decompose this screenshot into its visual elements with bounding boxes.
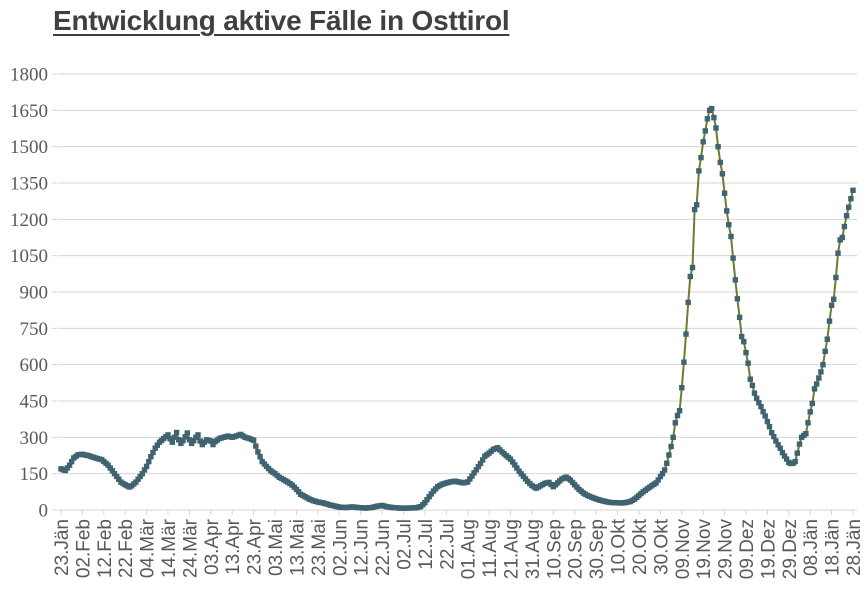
x-tick-label: 22.Jun	[373, 519, 394, 576]
x-tick-label: 30.Sep	[587, 519, 608, 579]
x-tick-label: 28.Jän	[844, 519, 865, 576]
x-tick-label: 12.Jul	[416, 519, 437, 570]
x-tick-label: 03.Mai	[266, 519, 287, 576]
x-tick-label: 02.Feb	[73, 519, 94, 578]
y-tick-label: 600	[20, 355, 49, 376]
x-tick-label: 24.Mär	[180, 518, 201, 578]
x-tick-label: 22.Feb	[116, 519, 137, 578]
x-tick-label: 23.Mai	[309, 519, 330, 576]
data-series	[58, 105, 856, 511]
x-tick-label: 29.Nov	[716, 519, 737, 580]
x-tick-label: 31.Aug	[523, 519, 544, 579]
x-tick-label: 11.Aug	[480, 519, 501, 578]
gridlines	[58, 73, 857, 475]
x-tick-label: 01.Aug	[459, 519, 480, 579]
chart-title: Entwicklung aktive Fälle in Osttirol	[53, 5, 510, 36]
x-tick-label: 02.Jun	[330, 519, 351, 576]
x-tick-label: 10.Okt	[609, 518, 630, 575]
x-tick-label: 02.Jul	[394, 519, 415, 570]
x-tick-label: 30.Okt	[651, 518, 672, 575]
x-tick-label: 20.Sep	[566, 519, 587, 579]
y-axis-labels: 0 150 300 450 600 750 900 1050 1200 1350 1500 1650 1…	[10, 65, 48, 522]
x-tick-label: 03.Apr	[202, 518, 223, 575]
y-tick-label: 900	[20, 283, 49, 304]
x-tick-label: 20.Okt	[630, 518, 651, 575]
x-tick-label: 09.Dez	[737, 519, 758, 579]
x-tick-label: 13.Mai	[287, 519, 308, 576]
x-tick-label: 13.Apr	[223, 518, 244, 575]
y-tick-label: 1350	[10, 174, 48, 195]
x-tick-label: 19.Dez	[758, 519, 779, 579]
y-tick-label: 150	[20, 464, 49, 485]
axis-lines-and-ticks	[52, 73, 857, 515]
y-tick-label: 750	[20, 319, 49, 340]
y-tick-label: 1650	[10, 101, 48, 122]
x-tick-label: 23.Jän	[52, 519, 73, 576]
x-tick-label: 22.Jul	[437, 519, 458, 570]
y-tick-label: 300	[20, 428, 49, 449]
x-axis-labels: 23.Jän 02.Feb 12.Feb 22.Feb 04.Mär 14.Mär 24.M…	[52, 518, 865, 579]
x-tick-label: 10.Sep	[544, 519, 565, 579]
y-tick-label: 450	[20, 392, 49, 413]
y-tick-label: 0	[39, 501, 49, 522]
x-tick-label: 08.Jän	[801, 519, 822, 576]
x-tick-label: 21.Aug	[502, 519, 523, 579]
y-tick-label: 1200	[10, 210, 48, 231]
y-tick-label: 1500	[10, 137, 48, 158]
data-markers	[58, 105, 856, 511]
y-tick-label: 1050	[10, 246, 48, 267]
x-tick-label: 19.Nov	[694, 519, 715, 580]
x-tick-label: 23.Apr	[245, 518, 266, 575]
x-tick-label: 12.Feb	[95, 519, 116, 578]
x-tick-label: 04.Mär	[138, 518, 159, 578]
x-tick-label: 09.Nov	[673, 519, 694, 580]
x-tick-label: 18.Jän	[823, 519, 844, 576]
x-tick-label: 29.Dez	[780, 519, 801, 579]
x-tick-label: 12.Jun	[352, 519, 373, 576]
x-tick-label: 14.Mär	[159, 518, 180, 578]
y-tick-label: 1800	[10, 65, 48, 86]
data-line	[60, 107, 854, 510]
